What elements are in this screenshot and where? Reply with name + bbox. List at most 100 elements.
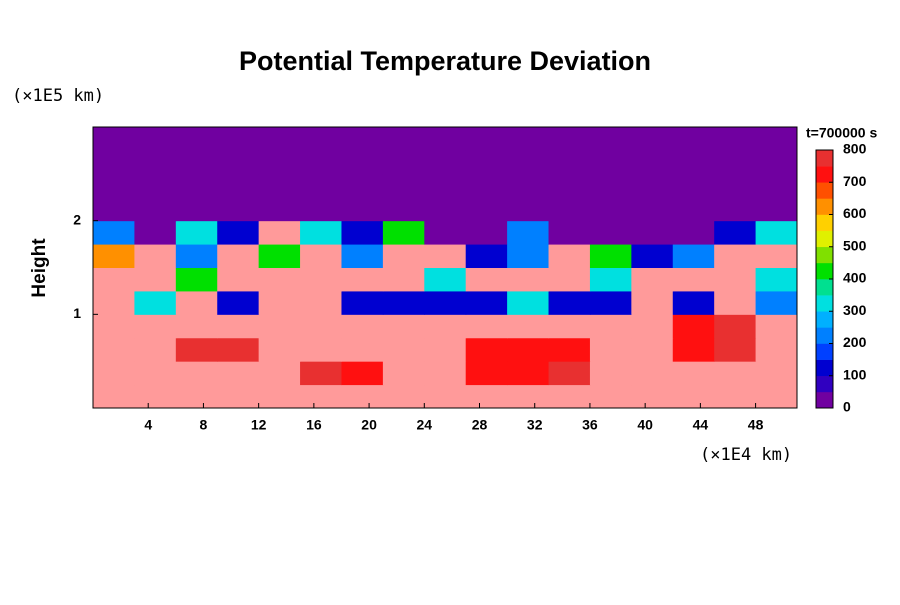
cell	[672, 150, 715, 175]
cell	[382, 314, 425, 339]
cell	[341, 337, 384, 362]
cell	[341, 267, 384, 292]
colorbar-band	[816, 166, 833, 183]
cell	[300, 127, 342, 151]
cell	[134, 127, 177, 151]
cell	[672, 337, 715, 362]
cell	[134, 220, 177, 245]
cell	[672, 127, 715, 151]
cell	[175, 267, 218, 292]
cell	[507, 361, 550, 386]
cell	[755, 384, 798, 409]
cell	[548, 267, 591, 292]
cell	[341, 314, 384, 339]
cell	[424, 384, 467, 409]
cell	[465, 337, 508, 362]
cell	[382, 197, 425, 222]
cell	[258, 127, 301, 151]
cell	[341, 290, 384, 315]
cell	[631, 244, 674, 268]
cell	[465, 267, 508, 292]
cell	[548, 173, 591, 198]
cell	[93, 197, 135, 222]
cell	[424, 197, 467, 222]
chart-title: Potential Temperature Deviation	[239, 46, 651, 76]
cell	[424, 127, 467, 151]
cell	[589, 290, 632, 315]
colorbar-tick-label: 400	[843, 270, 867, 286]
cell	[424, 267, 467, 292]
cell	[175, 173, 218, 198]
cell	[589, 267, 632, 292]
cell	[589, 220, 632, 245]
cell	[258, 150, 301, 175]
cell	[341, 150, 384, 175]
cell	[507, 150, 550, 175]
cell	[548, 220, 591, 245]
cell	[631, 337, 674, 362]
cell	[300, 267, 342, 292]
cell	[424, 173, 467, 198]
cell	[507, 290, 550, 315]
cell	[714, 337, 757, 362]
cell	[258, 197, 301, 222]
cell	[589, 361, 632, 386]
cell	[134, 150, 177, 175]
cell	[465, 244, 508, 268]
cell	[631, 127, 674, 151]
time-label: t=700000 s	[806, 125, 877, 141]
cell	[714, 384, 757, 409]
cell	[93, 267, 135, 292]
cell	[300, 337, 342, 362]
cell	[631, 173, 674, 198]
cell	[175, 314, 218, 339]
cell	[631, 361, 674, 386]
cell	[382, 267, 425, 292]
cell	[465, 220, 508, 245]
cell	[382, 290, 425, 315]
x-tick-label: 8	[200, 417, 208, 433]
cell	[672, 173, 715, 198]
cell	[382, 361, 425, 386]
cell	[507, 173, 550, 198]
cell	[382, 220, 425, 245]
cell	[93, 150, 135, 175]
cell	[672, 267, 715, 292]
colorbar-tick-label: 100	[843, 366, 867, 382]
x-tick-label: 4	[144, 417, 152, 433]
cell	[589, 173, 632, 198]
cell	[631, 314, 674, 339]
cell	[300, 220, 342, 245]
cell	[217, 314, 260, 339]
cell	[755, 127, 798, 151]
cell	[175, 244, 218, 268]
cell	[175, 150, 218, 175]
colorbar-tick-label: 0	[843, 399, 851, 415]
cell	[631, 267, 674, 292]
cell	[507, 314, 550, 339]
cell	[548, 127, 591, 151]
x-tick-label: 20	[361, 417, 377, 433]
cell	[93, 290, 135, 315]
cell	[300, 361, 342, 386]
cell	[465, 127, 508, 151]
plot-frame	[92, 126, 798, 409]
cell	[755, 290, 798, 315]
cell	[465, 361, 508, 386]
y-tick-label: 1	[73, 305, 81, 321]
cell	[300, 384, 342, 409]
cell	[258, 384, 301, 409]
cell	[714, 127, 757, 151]
cell	[424, 150, 467, 175]
x-tick-label: 40	[637, 417, 653, 433]
cell	[465, 197, 508, 222]
cell	[93, 220, 135, 245]
cell	[258, 173, 301, 198]
cell	[631, 220, 674, 245]
cell	[217, 150, 260, 175]
cell	[93, 127, 135, 151]
cell	[258, 220, 301, 245]
x-tick-label: 28	[472, 417, 488, 433]
colorbar-band	[816, 214, 833, 231]
colorbar-tick-label: 600	[843, 205, 867, 221]
